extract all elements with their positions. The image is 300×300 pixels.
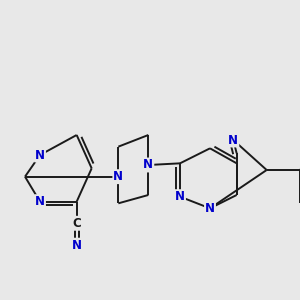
Text: N: N (228, 134, 238, 146)
Text: N: N (72, 239, 82, 252)
Text: N: N (113, 170, 123, 183)
Text: N: N (35, 195, 45, 208)
Text: N: N (175, 190, 185, 203)
Text: N: N (35, 148, 45, 161)
Text: N: N (143, 158, 153, 172)
Text: N: N (205, 202, 215, 215)
Text: C: C (72, 217, 81, 230)
